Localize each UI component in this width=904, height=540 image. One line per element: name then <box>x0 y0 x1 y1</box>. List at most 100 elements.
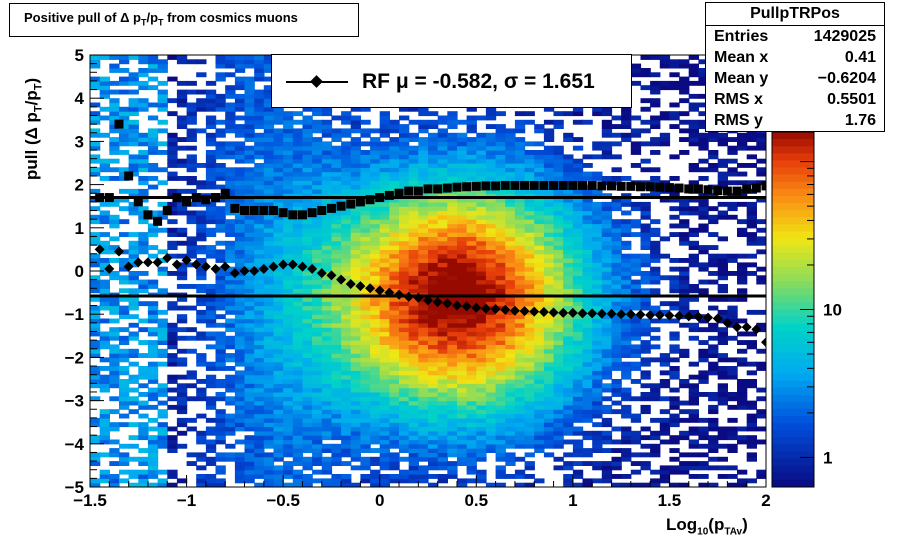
heat-cell <box>630 348 642 354</box>
heat-cell <box>109 439 120 445</box>
heat-cell <box>350 249 361 255</box>
heat-cell <box>312 275 323 281</box>
heat-cell <box>698 288 709 294</box>
heat-cell <box>505 331 516 337</box>
heat-cell <box>350 374 361 380</box>
heat-cell <box>737 469 748 475</box>
heat-cell <box>737 379 748 384</box>
heat-cell <box>457 314 468 320</box>
heat-cell <box>225 115 236 121</box>
heat-cell <box>254 327 265 333</box>
heat-cell <box>147 387 159 393</box>
heat-cell <box>524 245 535 250</box>
heat-cell <box>254 318 265 324</box>
heat-cell <box>331 452 342 458</box>
heat-cell <box>466 154 477 160</box>
heat-cell <box>215 430 226 436</box>
heat-cell <box>370 383 381 389</box>
heat-cell <box>292 201 304 207</box>
heat-cell <box>746 422 757 428</box>
heat-cell <box>592 374 603 380</box>
heat-cell <box>205 245 217 250</box>
heat-cell <box>601 396 613 402</box>
heat-cell <box>640 158 651 164</box>
heat-cell <box>717 132 728 138</box>
heat-cell <box>205 102 217 108</box>
heat-cell <box>90 478 101 484</box>
heat-cell <box>698 141 709 147</box>
heat-cell <box>737 232 748 237</box>
heat-cell <box>476 456 487 462</box>
heat-cell <box>476 443 487 449</box>
heat-cell <box>90 154 101 160</box>
heat-cell <box>119 167 130 173</box>
heat-cell <box>524 318 535 324</box>
heat-cell <box>621 392 632 397</box>
heat-cell <box>659 439 671 445</box>
heat-cell <box>128 271 139 276</box>
heat-cell <box>428 400 439 406</box>
heat-cell <box>254 98 265 104</box>
heat-cell <box>466 301 477 307</box>
heat-cell <box>746 417 757 423</box>
heat-cell <box>457 227 468 233</box>
heat-cell <box>437 413 448 419</box>
heat-cell <box>659 141 671 147</box>
heat-cell <box>186 335 197 341</box>
heat-cell <box>669 197 680 203</box>
heat-cell <box>331 206 342 212</box>
heat-cell <box>263 176 275 181</box>
heat-cell <box>389 309 400 315</box>
heat-cell <box>563 426 574 432</box>
heat-cell <box>341 227 352 233</box>
heat-cell <box>485 124 497 129</box>
heat-cell <box>273 284 284 289</box>
heat-cell <box>360 305 371 311</box>
heat-cell <box>147 366 159 371</box>
heat-cell <box>698 249 709 255</box>
heat-cell <box>514 469 526 475</box>
heat-cell <box>485 253 497 259</box>
heat-cell <box>582 206 593 212</box>
heat-cell <box>746 383 757 389</box>
heat-cell <box>360 426 371 432</box>
heat-cell <box>254 72 265 78</box>
heat-cell <box>176 296 188 302</box>
heat-cell <box>176 137 188 142</box>
heat-cell <box>90 59 101 65</box>
heat-cell <box>321 111 333 117</box>
heat-cell <box>99 201 110 207</box>
heat-cell <box>592 219 603 225</box>
heat-cell <box>572 383 584 389</box>
heat-cell <box>524 150 535 155</box>
heat-cell <box>283 245 294 250</box>
heat-cell <box>109 258 120 263</box>
heat-cell <box>485 396 497 402</box>
heat-cell <box>389 396 400 402</box>
heat-cell <box>119 141 130 147</box>
heat-cell <box>611 279 622 285</box>
heat-cell <box>418 435 429 441</box>
heat-cell <box>350 404 361 410</box>
heat-cell <box>437 383 448 389</box>
heat-cell <box>447 271 458 276</box>
heat-cell <box>312 180 323 186</box>
heat-cell <box>389 439 400 445</box>
heat-cell <box>399 383 410 389</box>
heat-cell <box>621 240 632 246</box>
heat-cell <box>669 357 680 363</box>
heat-cell <box>331 392 342 397</box>
heat-cell <box>119 288 130 294</box>
heat-cell <box>292 348 304 354</box>
heat-cell <box>428 366 439 371</box>
heat-cell <box>389 413 400 419</box>
heat-cell <box>128 154 139 160</box>
heat-cell <box>283 232 294 237</box>
heat-cell <box>601 176 613 181</box>
heat-cell <box>408 158 419 164</box>
heat-cell <box>234 400 246 406</box>
heat-cell <box>99 167 110 173</box>
heat-cell <box>370 374 381 380</box>
heat-cell <box>640 331 651 337</box>
heat-cell <box>119 353 130 358</box>
